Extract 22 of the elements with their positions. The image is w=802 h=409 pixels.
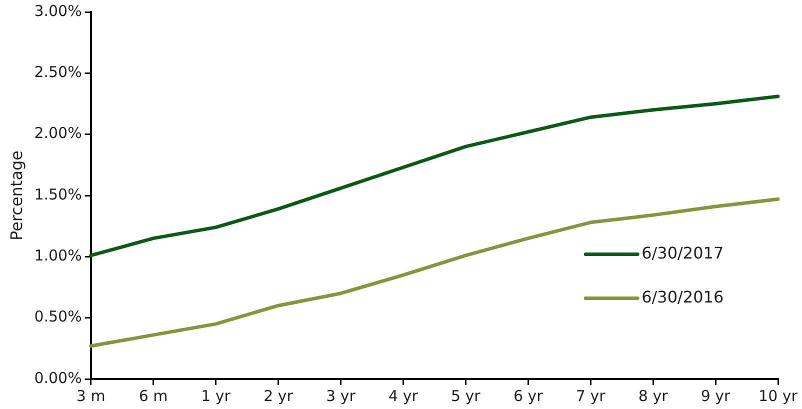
x-tick-label: 5 yr [450, 386, 482, 405]
x-tick-label: 7 yr [576, 386, 606, 405]
y-tick-label: 2.00% [34, 124, 82, 142]
y-tick-label: 0.00% [34, 368, 82, 387]
x-tick-label: 6 yr [513, 386, 544, 405]
y-tick-label: 3.00% [34, 2, 82, 20]
x-tick-label: 9 yr [700, 386, 732, 405]
y-tick-label: 1.50% [34, 185, 82, 204]
y-tick-label: 0.50% [34, 308, 82, 326]
x-tick-label: 3 yr [326, 386, 356, 405]
legend-label: 6/30/2017 [642, 243, 724, 262]
x-tick-label: 4 yr [388, 386, 419, 405]
x-tick-label: 10 yr [758, 386, 798, 405]
y-tick-label: 1.00% [34, 246, 82, 265]
x-tick-label: 3 m [76, 386, 106, 405]
y-tick-label: 2.50% [34, 63, 82, 82]
legend-label: 6/30/2016 [642, 287, 724, 306]
x-tick-label: 1 yr [201, 386, 232, 405]
x-tick-label: 6 m [138, 386, 168, 405]
x-tick-label: 2 yr [264, 386, 294, 405]
y-axis-title: Percentage [6, 150, 26, 241]
x-tick-label: 8 yr [638, 386, 669, 405]
